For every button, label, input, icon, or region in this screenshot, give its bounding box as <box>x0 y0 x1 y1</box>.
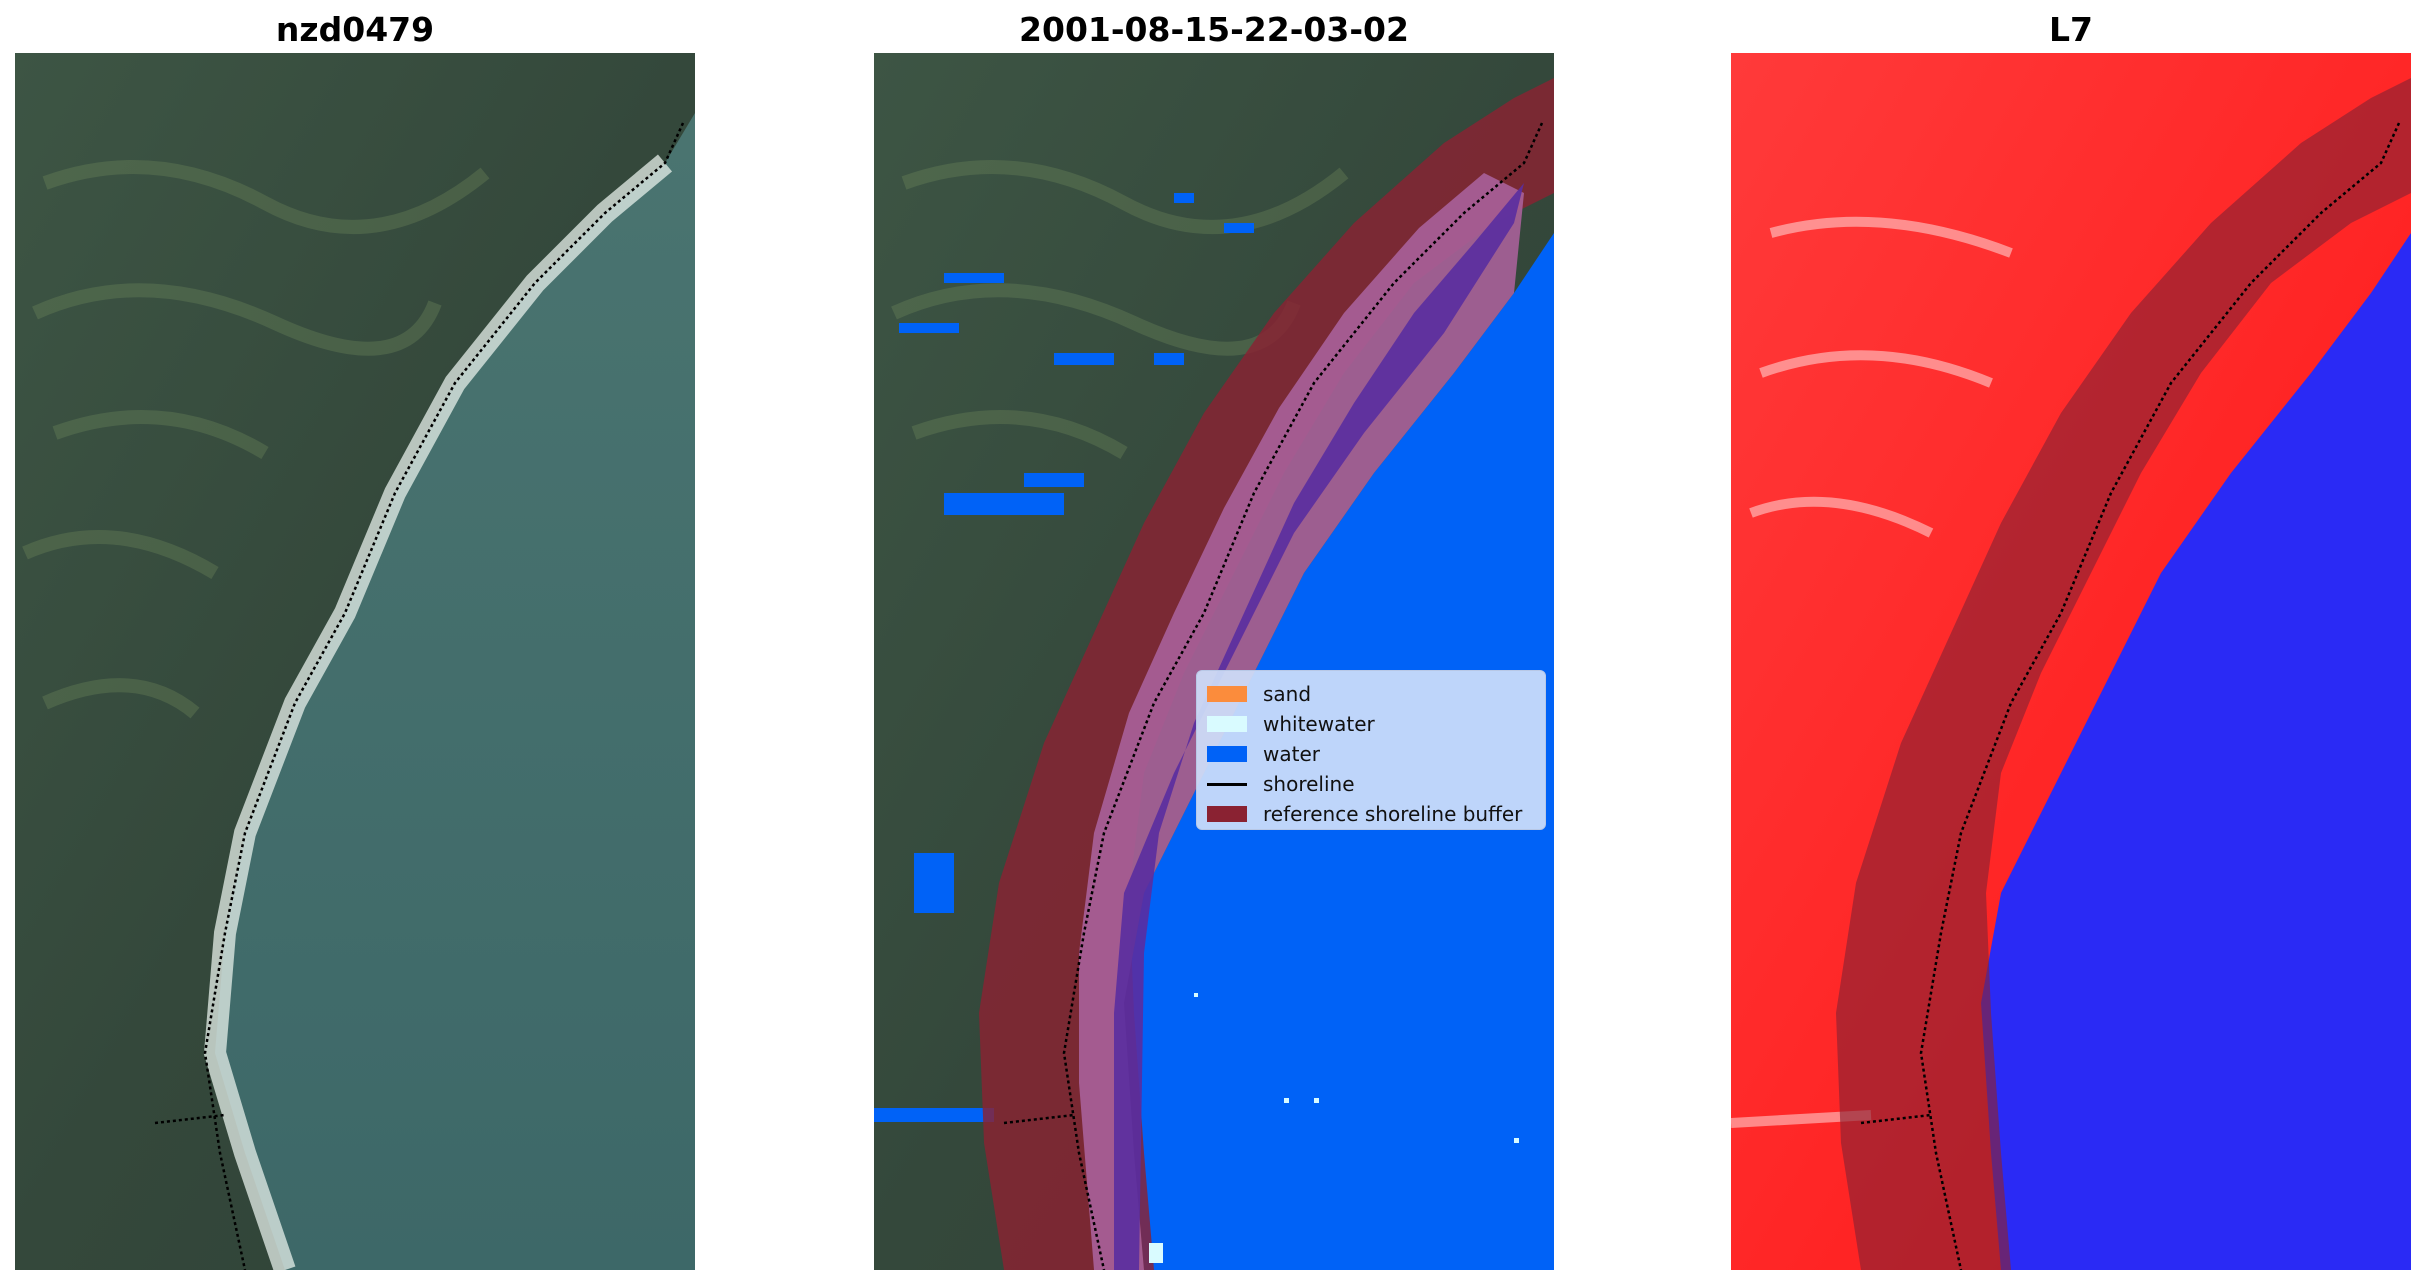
rgb-image-panel <box>15 53 695 1270</box>
index-image-panel <box>1731 53 2411 1270</box>
legend-line-shoreline <box>1207 782 1247 786</box>
legend-item-reference-buffer: reference shoreline buffer <box>1207 799 1535 829</box>
legend-item-shoreline: shoreline <box>1207 769 1535 799</box>
legend-item-water: water <box>1207 739 1535 769</box>
legend-swatch-water <box>1207 746 1247 762</box>
legend-label-water: water <box>1263 742 1320 766</box>
classified-image <box>874 53 1554 1270</box>
index-image <box>1731 53 2411 1270</box>
panel-title-date: 2001-08-15-22-03-02 <box>1019 10 1409 49</box>
legend-swatch-whitewater <box>1207 716 1247 732</box>
classified-image-panel <box>874 53 1554 1270</box>
legend-swatch-reference-buffer <box>1207 806 1247 822</box>
panel-title-satellite: L7 <box>2049 10 2093 49</box>
legend: sand whitewater water shoreline referenc… <box>1196 670 1546 830</box>
legend-label-shoreline: shoreline <box>1263 772 1355 796</box>
rgb-image <box>15 53 695 1270</box>
legend-swatch-sand <box>1207 686 1247 702</box>
legend-item-whitewater: whitewater <box>1207 709 1535 739</box>
legend-label-sand: sand <box>1263 682 1312 706</box>
legend-label-whitewater: whitewater <box>1263 712 1375 736</box>
panel-title-site: nzd0479 <box>275 10 435 49</box>
legend-label-reference-buffer: reference shoreline buffer <box>1263 802 1523 826</box>
legend-item-sand: sand <box>1207 679 1535 709</box>
